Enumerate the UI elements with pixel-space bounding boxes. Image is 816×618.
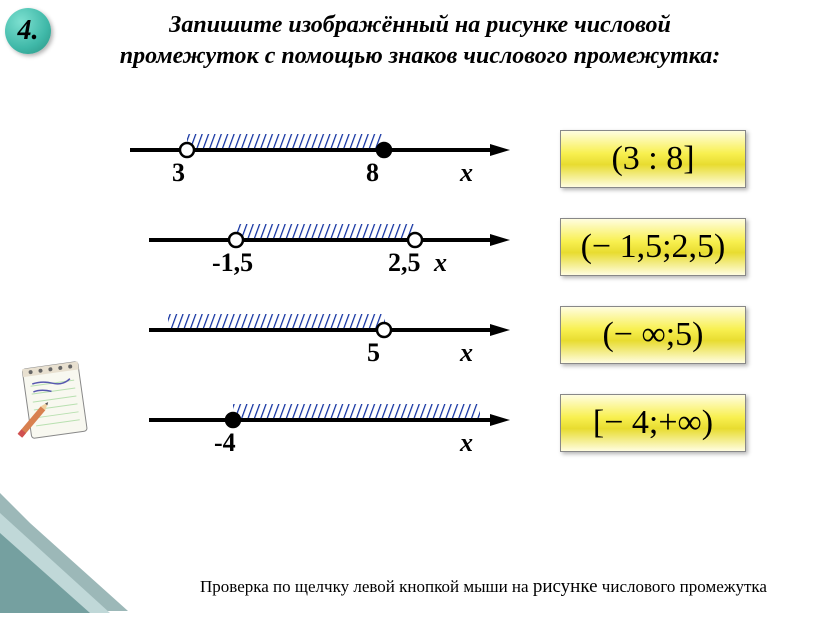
answer-box-3[interactable]: (− ∞;5) (560, 306, 746, 364)
number-line-1[interactable]: 3 8 x (130, 120, 510, 210)
axis-label: x (460, 428, 473, 458)
task-number: 4. (18, 15, 39, 47)
title-line-1: Запишите изображённый на рисунке числово… (60, 10, 780, 41)
answer-text: (− ∞;5) (602, 316, 703, 354)
task-number-badge: 4. (5, 8, 51, 54)
title-line-2: промежуток с помощью знаков числового пр… (60, 41, 780, 72)
diagrams-column: 3 8 x -1,5 2,5 x 5 x (130, 120, 510, 480)
point-label: 5 (367, 338, 380, 368)
notepad-icon (15, 355, 95, 450)
number-line-2[interactable]: -1,5 2,5 x (130, 210, 510, 300)
footer-emphasis: рисунке (533, 576, 598, 597)
answer-box-1[interactable]: (3 : 8] (560, 130, 746, 188)
footer-suffix: числового промежутка (598, 577, 767, 596)
answer-box-4[interactable]: [− 4;+∞) (560, 394, 746, 452)
footer-hint: Проверка по щелчку левой кнопкой мыши на… (200, 576, 767, 598)
number-line-svg (130, 210, 510, 270)
point-label: 2,5 (388, 248, 421, 278)
number-line-svg (130, 300, 510, 360)
point-label: -1,5 (212, 248, 253, 278)
answer-text: (− 1,5;2,5) (581, 228, 726, 266)
answer-text: [− 4;+∞) (593, 404, 713, 442)
answers-column: (3 : 8] (− 1,5;2,5) (− ∞;5) [− 4;+∞) (560, 130, 780, 482)
point-label: 3 (172, 158, 185, 188)
task-title: Запишите изображённый на рисунке числово… (60, 10, 780, 72)
number-line-3[interactable]: 5 x (130, 300, 510, 390)
answer-box-2[interactable]: (− 1,5;2,5) (560, 218, 746, 276)
point-label: 8 (366, 158, 379, 188)
number-line-4[interactable]: -4 x (130, 390, 510, 480)
footer-prefix: Проверка по щелчку левой кнопкой мыши на (200, 577, 533, 596)
axis-label: x (434, 248, 447, 278)
axis-label: x (460, 158, 473, 188)
answer-text: (3 : 8] (611, 140, 694, 178)
number-line-svg (130, 390, 510, 450)
axis-label: x (460, 338, 473, 368)
point-label: -4 (214, 428, 236, 458)
corner-decoration (0, 493, 130, 613)
number-line-svg (130, 120, 510, 180)
